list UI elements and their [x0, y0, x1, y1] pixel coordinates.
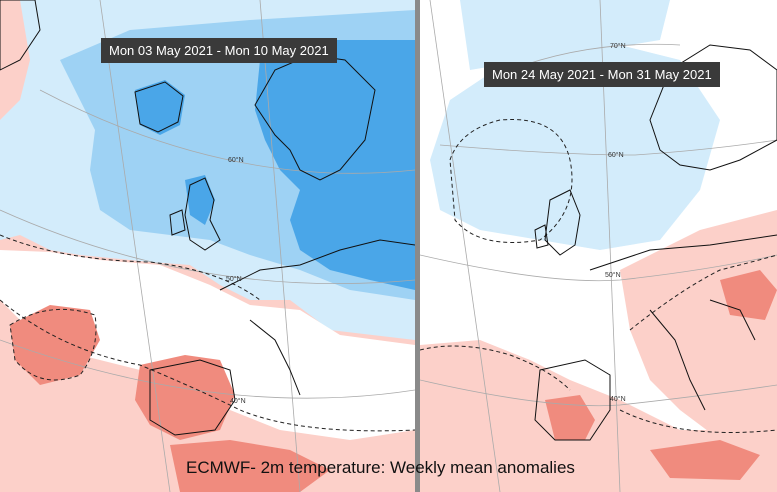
- anomaly-map-left-graphic: [0, 0, 415, 492]
- cold-strong-uk: [185, 175, 215, 225]
- anomaly-contours: [420, 119, 777, 433]
- warm-strong-balkans: [720, 270, 777, 320]
- lat-label-50: 50°N: [226, 276, 242, 283]
- warm-light-europe: [620, 210, 777, 440]
- lat-label-70: 70°N: [610, 43, 626, 50]
- neutral-region: [0, 250, 415, 440]
- lat-label-40: 40°N: [230, 398, 246, 405]
- warm-strong-iberia: [545, 395, 595, 440]
- lat-label-50: 50°N: [605, 272, 621, 279]
- lat-label-60: 60°N: [228, 157, 244, 164]
- period-label-right: Mon 24 May 2021 - Mon 31 May 2021: [484, 62, 720, 87]
- anomaly-map-left: 60°N 50°N 40°N: [0, 0, 415, 492]
- period-label-left: Mon 03 May 2021 - Mon 10 May 2021: [101, 38, 337, 63]
- coastlines: [534, 44, 777, 441]
- warm-strong-iberia: [135, 355, 235, 440]
- lat-label-40: 40°N: [610, 396, 626, 403]
- graticule-lines: [0, 0, 415, 492]
- panel-divider: [415, 0, 420, 492]
- map-caption: ECMWF- 2m temperature: Weekly mean anoma…: [186, 458, 575, 477]
- lat-label-60: 60°N: [608, 152, 624, 159]
- cold-strong-iceland: [135, 80, 185, 135]
- cold-light-region: [430, 40, 720, 250]
- cold-strong-region: [255, 40, 415, 290]
- cold-light-north: [460, 0, 670, 70]
- anomaly-contours: [0, 234, 415, 432]
- warm-strong-africa: [170, 440, 330, 492]
- warm-strong-africa: [650, 440, 760, 480]
